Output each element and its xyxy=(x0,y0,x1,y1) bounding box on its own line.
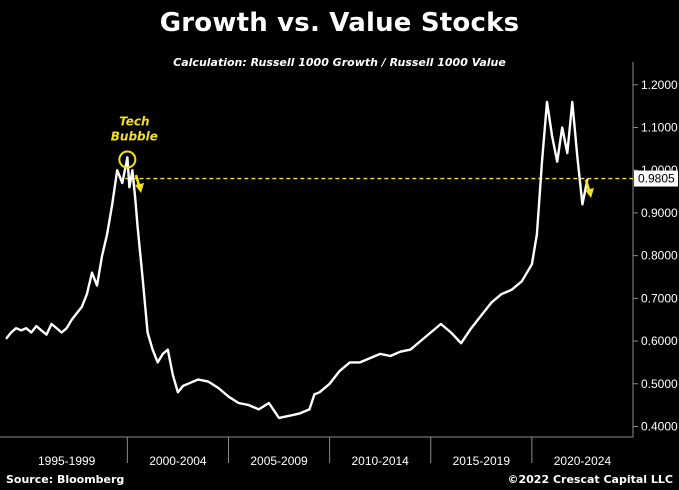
annotation-text: Tech xyxy=(119,115,149,129)
arrow-down-icon-head xyxy=(135,183,144,193)
y-tick-label: 0.6000 xyxy=(641,334,678,348)
y-axis-ticks: 0.40000.50000.60000.70000.80000.90001.00… xyxy=(633,78,678,433)
copyright-footnote: ©2022 Crescat Capital LLC xyxy=(507,473,674,486)
tech-bubble-circle xyxy=(118,150,137,169)
chart-axes xyxy=(0,62,634,438)
x-period-label: 2010-2014 xyxy=(351,454,409,468)
chart-title: Growth vs. Value Stocks xyxy=(159,8,520,38)
last-value-label: 0.9805 xyxy=(638,172,675,186)
y-tick-label: 0.5000 xyxy=(641,377,678,391)
arrow-down-icon-head xyxy=(585,188,594,198)
x-period-label: 2000-2004 xyxy=(149,454,207,468)
y-tick-label: 0.8000 xyxy=(641,249,678,263)
last-value-badge: 0.9805 xyxy=(634,170,678,187)
y-tick-label: 0.4000 xyxy=(641,419,678,433)
x-period-label: 2005-2009 xyxy=(250,454,308,468)
x-period-label: 2020-2024 xyxy=(554,454,612,468)
x-period-label: 2015-2019 xyxy=(453,454,511,468)
source-footnote: Source: Bloomberg xyxy=(6,473,125,486)
y-tick-label: 1.2000 xyxy=(641,78,678,92)
x-axis-period-labels: 1995-1999 2000-2004 2005-2009 2010-2014 2015… xyxy=(38,437,611,468)
x-period-label: 1995-1999 xyxy=(38,454,96,468)
chart-subtitle: Calculation: Russell 1000 Growth / Russe… xyxy=(173,56,506,69)
series-line xyxy=(5,100,589,420)
y-tick-label: 0.7000 xyxy=(641,291,678,305)
last-value-box xyxy=(634,170,678,187)
y-tick-label: 0.9000 xyxy=(641,206,678,220)
y-tick-label: 1.1000 xyxy=(641,121,678,135)
annotation-text: Bubble xyxy=(111,130,158,144)
